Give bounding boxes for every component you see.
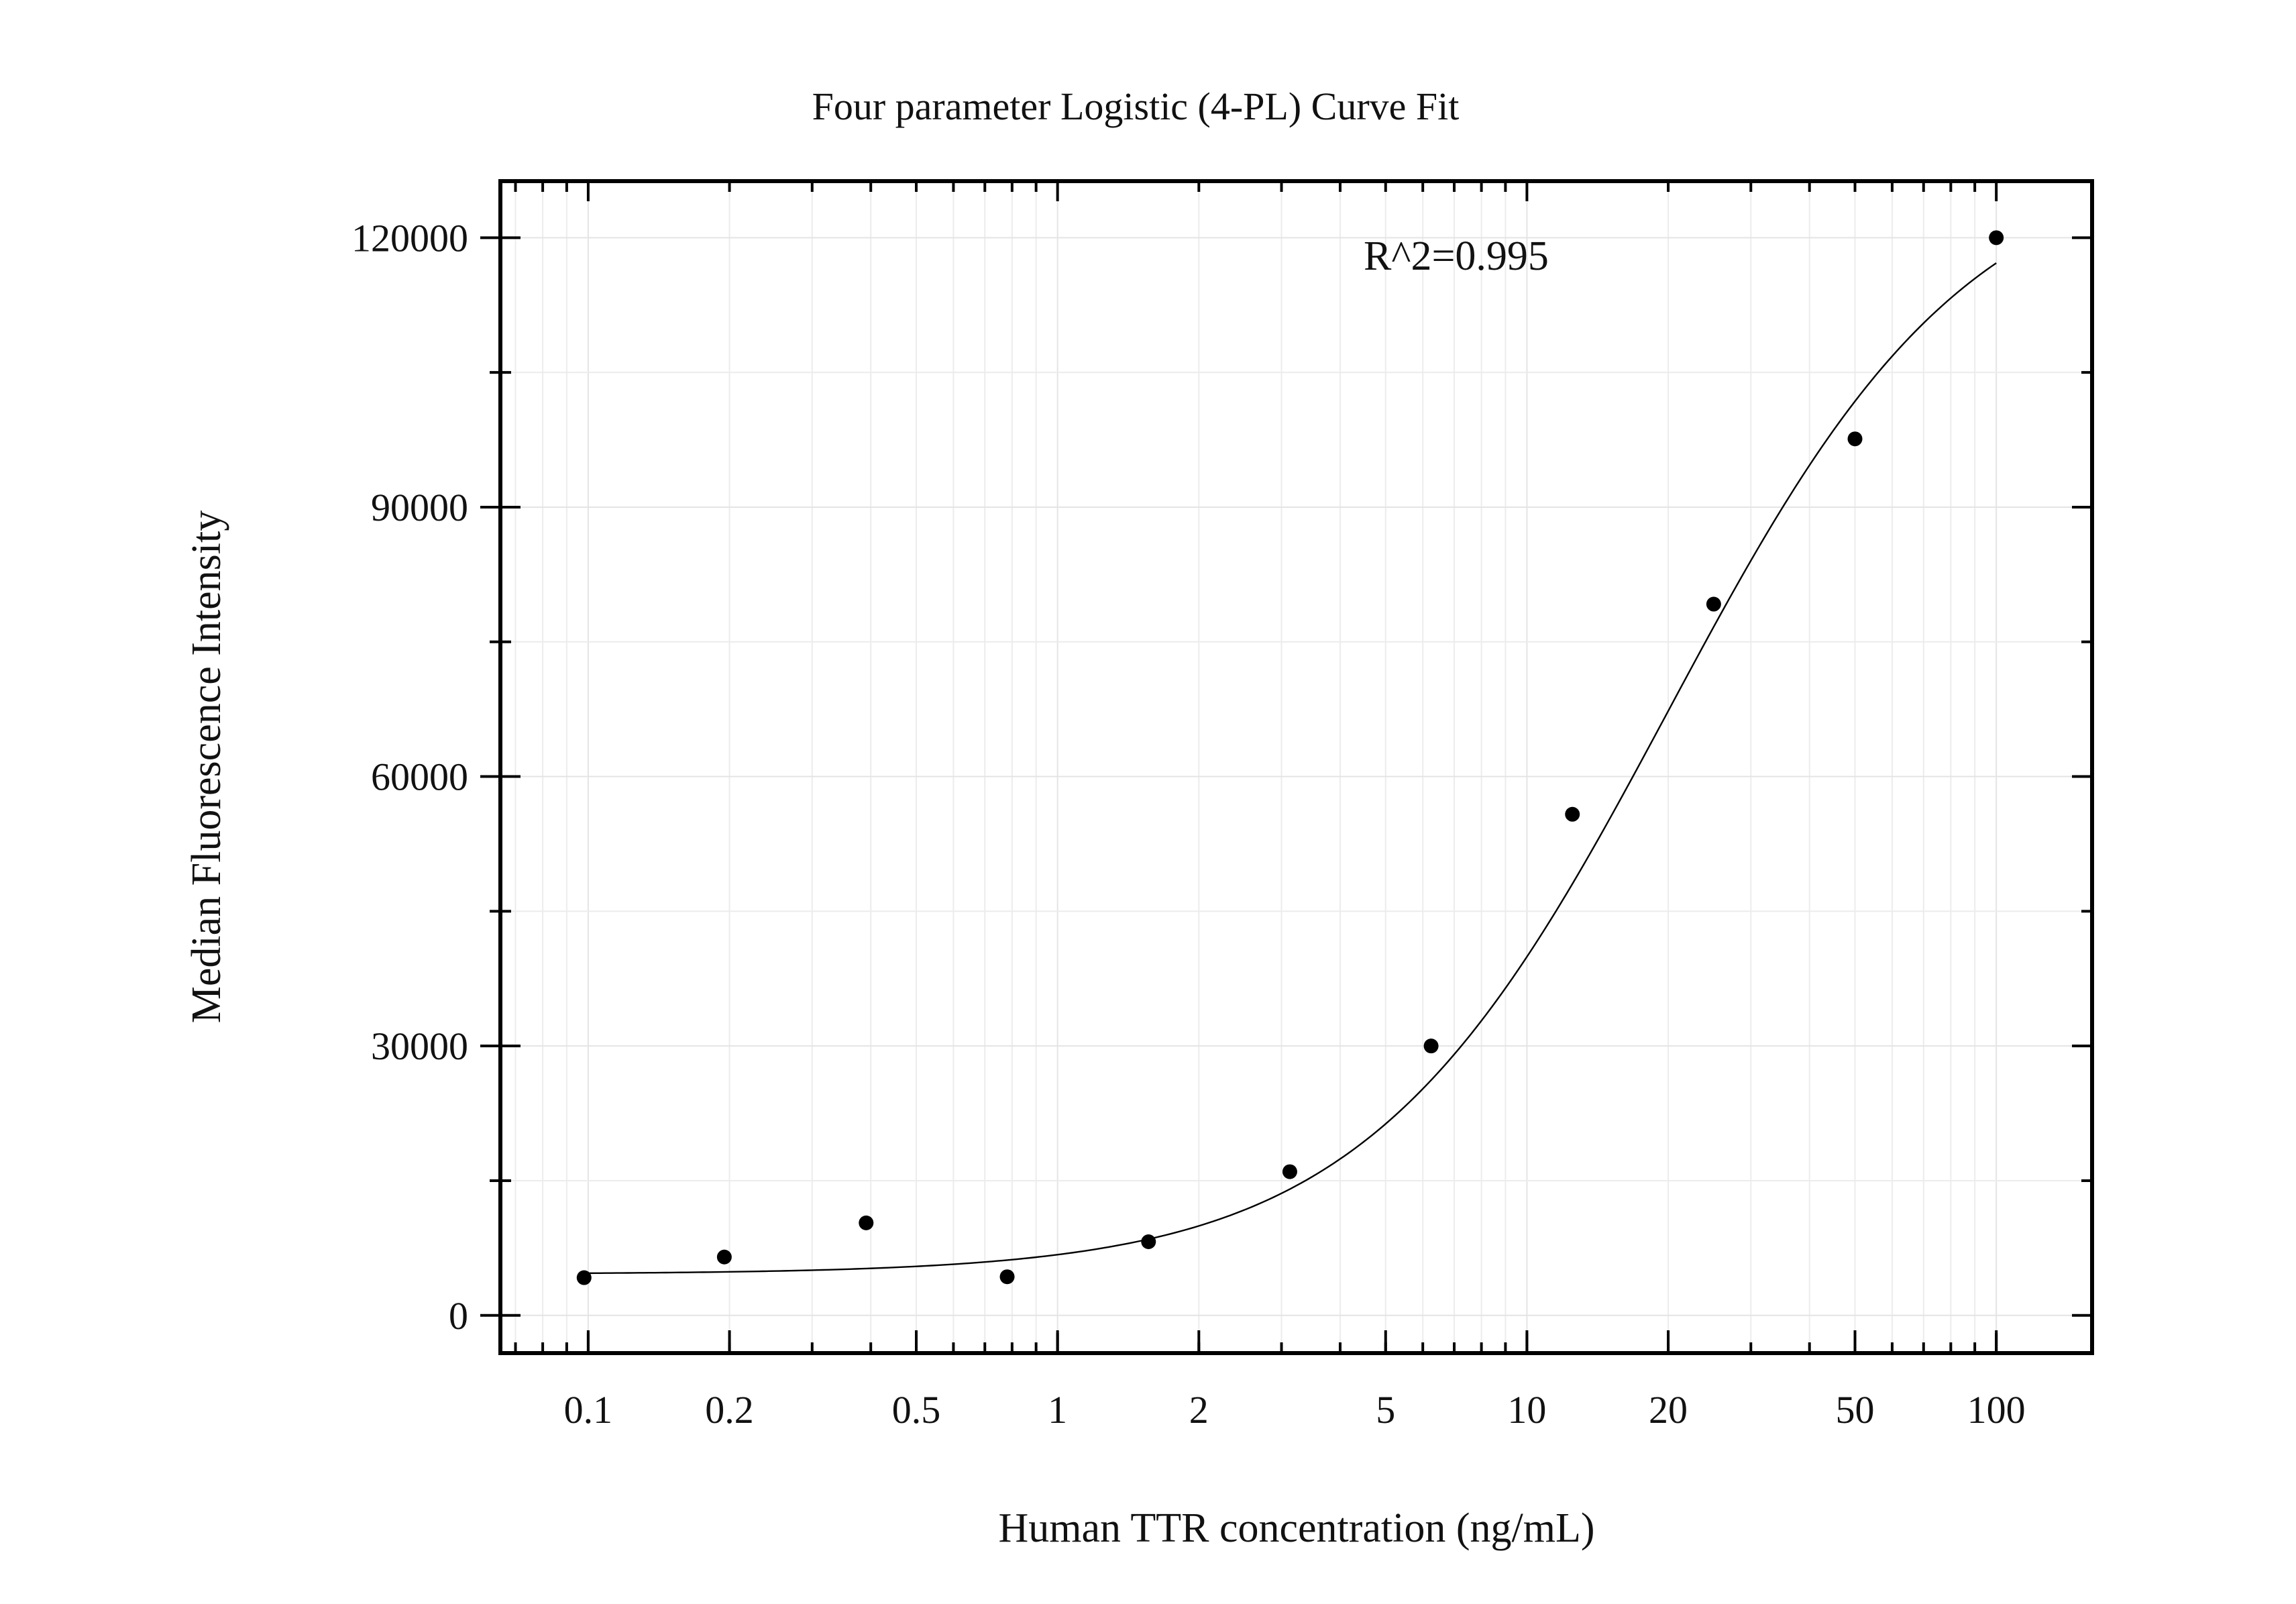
- data-point: [1423, 1038, 1439, 1054]
- plot-frame: [498, 179, 2094, 1355]
- data-point: [1565, 806, 1580, 822]
- data-point: [1989, 230, 2004, 246]
- y-tick-label: 120000: [351, 216, 468, 260]
- y-tick-label: 90000: [371, 486, 468, 529]
- data-point: [716, 1249, 732, 1265]
- chart-title: Four parameter Logistic (4-PL) Curve Fit: [812, 85, 1460, 128]
- x-tick-label: 50: [1836, 1388, 1875, 1432]
- x-tick-label: 10: [1507, 1388, 1546, 1432]
- data-point: [859, 1215, 874, 1230]
- data-points: [576, 230, 2004, 1285]
- x-tick-label: 5: [1376, 1388, 1395, 1432]
- tick-labels: 0.1 0.2 0.5 1 2 5 10 20 50 100 0 30000 60000 90000 120…: [351, 216, 2026, 1432]
- data-point: [1706, 596, 1721, 612]
- x-tick-label: 100: [1967, 1388, 2026, 1432]
- data-point: [1847, 431, 1863, 447]
- x-tick-label: 0.5: [892, 1388, 941, 1432]
- x-tick-label: 20: [1649, 1388, 1688, 1432]
- y-tick-label: 0: [449, 1294, 468, 1338]
- data-point: [1141, 1234, 1156, 1250]
- x-tick-label: 0.1: [564, 1388, 613, 1432]
- x-tick-label: 0.2: [705, 1388, 754, 1432]
- x-axis-title: Human TTR concentration (ng/mL): [998, 1505, 1594, 1551]
- x-tick-label: 2: [1189, 1388, 1209, 1432]
- x-tick-label: 1: [1048, 1388, 1067, 1432]
- y-axis-title: Median Fluorescence Intensity: [184, 511, 229, 1023]
- r-squared-annotation: R^2=0.995: [1364, 233, 1549, 279]
- grid: [500, 181, 2092, 1353]
- y-tick-label: 30000: [371, 1024, 468, 1068]
- fit-curve: [584, 262, 1997, 1275]
- data-point: [1282, 1164, 1297, 1179]
- data-point: [576, 1270, 592, 1285]
- y-tick-label: 60000: [371, 755, 468, 799]
- data-point: [999, 1269, 1015, 1285]
